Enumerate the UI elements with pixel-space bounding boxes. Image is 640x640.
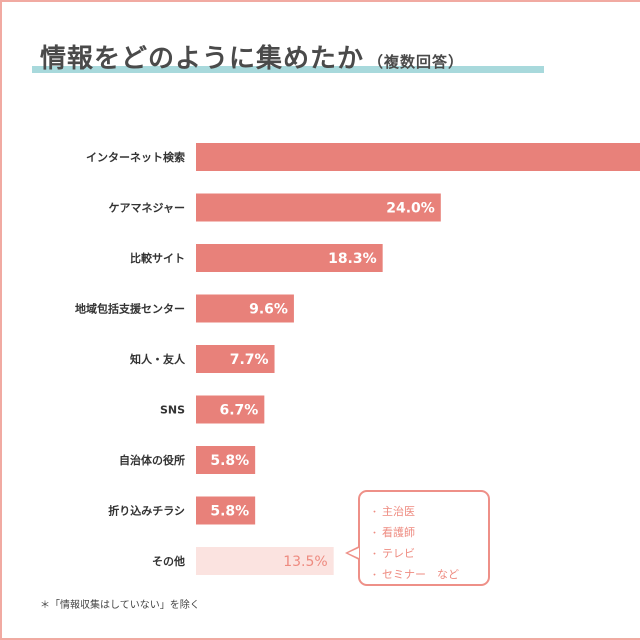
callout-item-label: 看護師 (382, 526, 415, 539)
bar-8 (196, 496, 256, 525)
value-label: 18.3% (328, 251, 377, 267)
callout-item: ・主治医 (370, 502, 488, 523)
value-label: 24.0% (386, 201, 435, 217)
callout-item-label: テレビ (382, 547, 415, 560)
callout-item: ・テレビ (370, 544, 488, 565)
footnote: ＊「情報収集はしていない」を除く (40, 600, 200, 611)
value-label: 6.7% (220, 403, 259, 419)
bullet-icon: ・ (370, 550, 380, 560)
category-label: 折り込みチラシ (108, 504, 185, 518)
category-label: 知人・友人 (129, 352, 186, 366)
category-label: インターネット検索 (86, 150, 185, 164)
bar-7 (196, 446, 256, 474)
value-label: 5.8% (210, 504, 249, 520)
bullet-icon: ・ (370, 508, 380, 518)
bar-4 (196, 294, 294, 323)
callout-item: ・看護師 (370, 523, 488, 544)
bar-3 (196, 244, 383, 272)
callout-item: ・セミナー など (370, 565, 488, 586)
bullet-icon: ・ (370, 571, 380, 581)
bar-6 (196, 395, 265, 424)
bar-9 (196, 547, 334, 575)
value-label: 5.8% (210, 453, 249, 469)
bar-1 (196, 143, 640, 171)
bullet-icon: ・ (370, 529, 380, 539)
bar-5 (196, 345, 275, 373)
other-callout: ・主治医 ・看護師 ・テレビ ・セミナー など (358, 490, 490, 586)
bar-2 (196, 193, 441, 222)
chart-title-text: 情報をどのように集めたか (40, 44, 365, 74)
chart-title: 情報をどのように集めたか （複数回答） (40, 38, 464, 75)
callout-item-label: 主治医 (382, 505, 415, 518)
callout-list: ・主治医 ・看護師 ・テレビ ・セミナー など (360, 492, 488, 586)
callout-tail-inner (348, 548, 359, 558)
category-label: 比較サイト (130, 251, 185, 265)
chart-subtitle: （複数回答） (368, 53, 465, 71)
category-label: その他 (152, 554, 185, 568)
value-label: 7.7% (230, 352, 269, 368)
category-label: 自治体の役所 (119, 453, 185, 467)
category-label: 地域包括支援センター (75, 302, 185, 316)
category-label: ケアマネジャー (109, 202, 185, 215)
category-label: SNS (160, 404, 185, 417)
value-label: 9.6% (249, 302, 288, 318)
title-underline (32, 66, 544, 73)
value-label: 13.5% (283, 554, 327, 570)
callout-item-label: セミナー など (382, 568, 459, 581)
